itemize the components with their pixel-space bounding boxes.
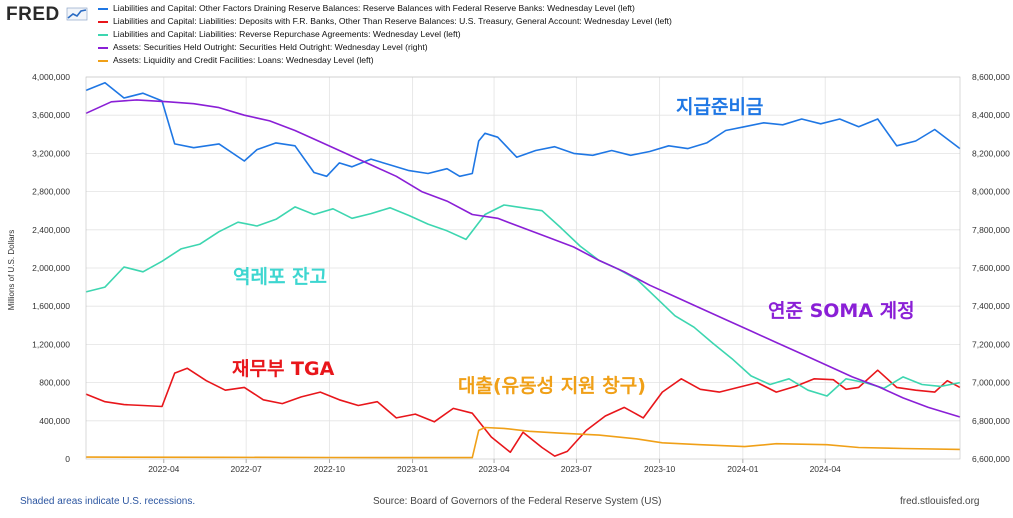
- plot-border: [85, 76, 961, 460]
- x-tick-label: 2022-04: [148, 464, 179, 474]
- y-tick-label-left: 800,000: [39, 378, 70, 388]
- legend-label: Liabilities and Capital: Liabilities: De…: [113, 16, 672, 27]
- y-tick-label-left: 1,600,000: [32, 301, 70, 311]
- legend-item-treasury-general-account[interactable]: Liabilities and Capital: Liabilities: De…: [98, 15, 672, 28]
- x-tick-label: 2023-07: [561, 464, 592, 474]
- y-tick-label-right: 6,800,000: [972, 416, 1010, 426]
- fred-url-link[interactable]: fred.stlouisfed.org: [900, 496, 980, 507]
- series-line-4: [85, 426, 961, 459]
- series-line-0: [85, 81, 961, 178]
- legend-swatch: [98, 59, 108, 62]
- x-tick-label: 2023-04: [478, 464, 509, 474]
- x-tick-label: 2022-10: [314, 464, 345, 474]
- legend-item-loans[interactable]: Assets: Liquidity and Credit Facilities:…: [98, 54, 672, 67]
- series-line-1: [85, 367, 961, 457]
- x-tick-label: 2024-04: [810, 464, 841, 474]
- y-tick-label-right: 8,000,000: [972, 187, 1010, 197]
- y-tick-label-left: 2,000,000: [32, 263, 70, 273]
- y-tick-label-left: 3,200,000: [32, 148, 70, 158]
- annotation-reverse-repo: 역레포 잔고: [233, 266, 328, 288]
- x-tick-label: 2023-01: [397, 464, 428, 474]
- y-tick-label-right: 7,000,000: [972, 378, 1010, 388]
- legend-item-securities-held-outright[interactable]: Assets: Securities Held Outright: Securi…: [98, 41, 672, 54]
- x-tick-label: 2023-10: [644, 464, 675, 474]
- y-tick-label-right: 8,400,000: [972, 110, 1010, 120]
- legend-swatch: [98, 46, 108, 49]
- fred-logo[interactable]: FRED: [6, 4, 88, 26]
- legend-item-reverse-repo[interactable]: Liabilities and Capital: Liabilities: Re…: [98, 28, 672, 41]
- legend-swatch: [98, 20, 108, 23]
- source-note: Source: Board of Governors of the Federa…: [373, 496, 662, 507]
- legend-label: Assets: Liquidity and Credit Facilities:…: [113, 55, 374, 66]
- y-tick-label-left: 0: [65, 454, 70, 464]
- y-tick-label-left: 1,200,000: [32, 339, 70, 349]
- annotation-soma: 연준 SOMA 계정: [768, 300, 915, 322]
- y-tick-label-right: 8,200,000: [972, 148, 1010, 158]
- annotation-tga: 재무부 TGA: [232, 358, 335, 380]
- series-line-3: [85, 99, 961, 418]
- y-tick-label-right: 6,600,000: [972, 454, 1010, 464]
- legend-label: Assets: Securities Held Outright: Securi…: [113, 42, 428, 53]
- legend-label: Liabilities and Capital: Other Factors D…: [113, 3, 635, 13]
- annotation-loans: 대출(유동성 지원 창구): [458, 375, 646, 397]
- recession-note: Shaded areas indicate U.S. recessions.: [20, 496, 196, 507]
- y-axis-left: 0 400,000 800,000 1,200,000 1,600,000 2,000,0…: [32, 72, 70, 464]
- y-tick-label-right: 7,800,000: [972, 225, 1010, 235]
- legend: Liabilities and Capital: Other Factors D…: [98, 2, 672, 67]
- y-axis-label-left: Millions of U.S. Dollars: [7, 230, 16, 310]
- y-axis-right: 6,600,000 6,800,000 7,000,000 7,200,000 7,40…: [972, 72, 1010, 464]
- y-tick-label-right: 7,600,000: [972, 263, 1010, 273]
- y-tick-label-right: 7,200,000: [972, 339, 1010, 349]
- fred-chart-icon: [66, 7, 87, 21]
- y-tick-label-left: 2,800,000: [32, 187, 70, 197]
- x-tick-label: 2022-07: [231, 464, 262, 474]
- legend-swatch: [98, 7, 108, 10]
- legend-item-reserve-balances[interactable]: Liabilities and Capital: Other Factors D…: [98, 2, 672, 15]
- gridlines: [86, 76, 960, 459]
- y-tick-label-right: 7,400,000: [972, 301, 1010, 311]
- y-tick-label-right: 8,600,000: [972, 72, 1010, 82]
- logo-text: FRED: [6, 4, 60, 25]
- series-line-2: [85, 204, 961, 397]
- y-tick-label-left: 400,000: [39, 416, 70, 426]
- y-tick-label-left: 3,600,000: [32, 110, 70, 120]
- legend-swatch: [98, 33, 108, 36]
- x-tick-label: 2024-01: [727, 464, 758, 474]
- y-tick-label-left: 4,000,000: [32, 72, 70, 82]
- plot-area: [85, 81, 961, 459]
- legend-label: Liabilities and Capital: Liabilities: Re…: [113, 29, 461, 40]
- x-axis: 2022-04 2022-07 2022-10 2023-01 2023-04 2023-…: [148, 459, 841, 474]
- y-tick-label-left: 2,400,000: [32, 225, 70, 235]
- annotation-reserves: 지급준비금: [676, 96, 764, 118]
